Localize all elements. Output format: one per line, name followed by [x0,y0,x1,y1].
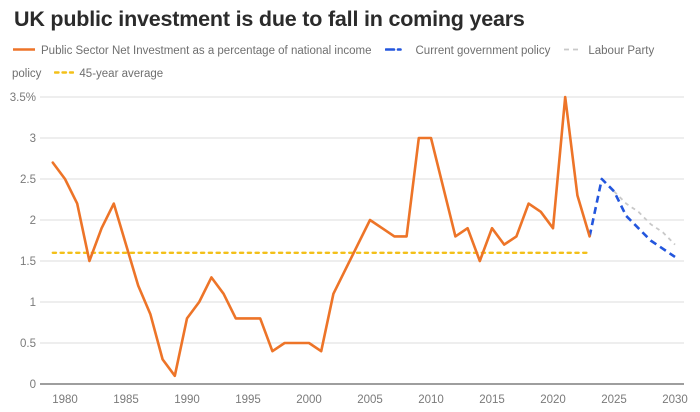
series-current-policy [588,177,676,258]
psni-legend-marker-icon [13,48,35,52]
x-tick-label: 2020 [540,394,566,406]
x-tick-label: 1995 [235,394,261,406]
legend-item-average: 45-year average [54,68,163,80]
x-tick-label: 2010 [418,394,444,406]
chart-title: UK public investment is due to fall in c… [14,7,525,31]
x-tick-label: 1990 [174,394,200,406]
chart-header: UK public investment is due to fall in c… [0,0,700,86]
legend-label: 45-year average [79,68,164,80]
y-tick-label: 1 [30,297,36,309]
legend-item-current-policy: Current government policy [384,45,551,57]
y-tick-label: 0 [30,379,36,391]
x-tick-label: 2030 [662,394,688,406]
series-psni [51,95,591,378]
legend-item-psni: Public Sector Net Investment as a percen… [12,45,372,57]
x-tick-label: 2005 [357,394,383,406]
y-tick-label: 1.5 [20,256,36,268]
x-tick-label: 1985 [113,394,139,406]
average-legend-marker-icon [54,71,75,75]
y-tick-label: 0.5 [20,338,36,350]
y-tick-label: 2 [30,215,36,227]
series-labour-policy [613,190,676,246]
y-tick-label: 3 [30,133,36,145]
x-tick-label: 1980 [52,394,78,406]
x-tick-label: 2000 [296,394,322,406]
x-tick-label: 2025 [601,394,627,406]
legend-label: Labour Party policy [12,45,655,80]
labour-policy-legend-marker-icon [564,49,583,51]
legend-label: Public Sector Net Investment as a percen… [41,45,372,57]
x-tick-label: 2015 [479,394,505,406]
chart-legend: Public Sector Net Investment as a percen… [12,40,668,86]
current-policy-legend-marker-icon [384,48,411,52]
legend-item-labour-policy: Labour Party policy [12,45,654,80]
y-tick-label: 3.5% [10,92,36,104]
y-tick-label: 2.5 [20,174,36,186]
legend-label: Current government policy [415,45,551,57]
